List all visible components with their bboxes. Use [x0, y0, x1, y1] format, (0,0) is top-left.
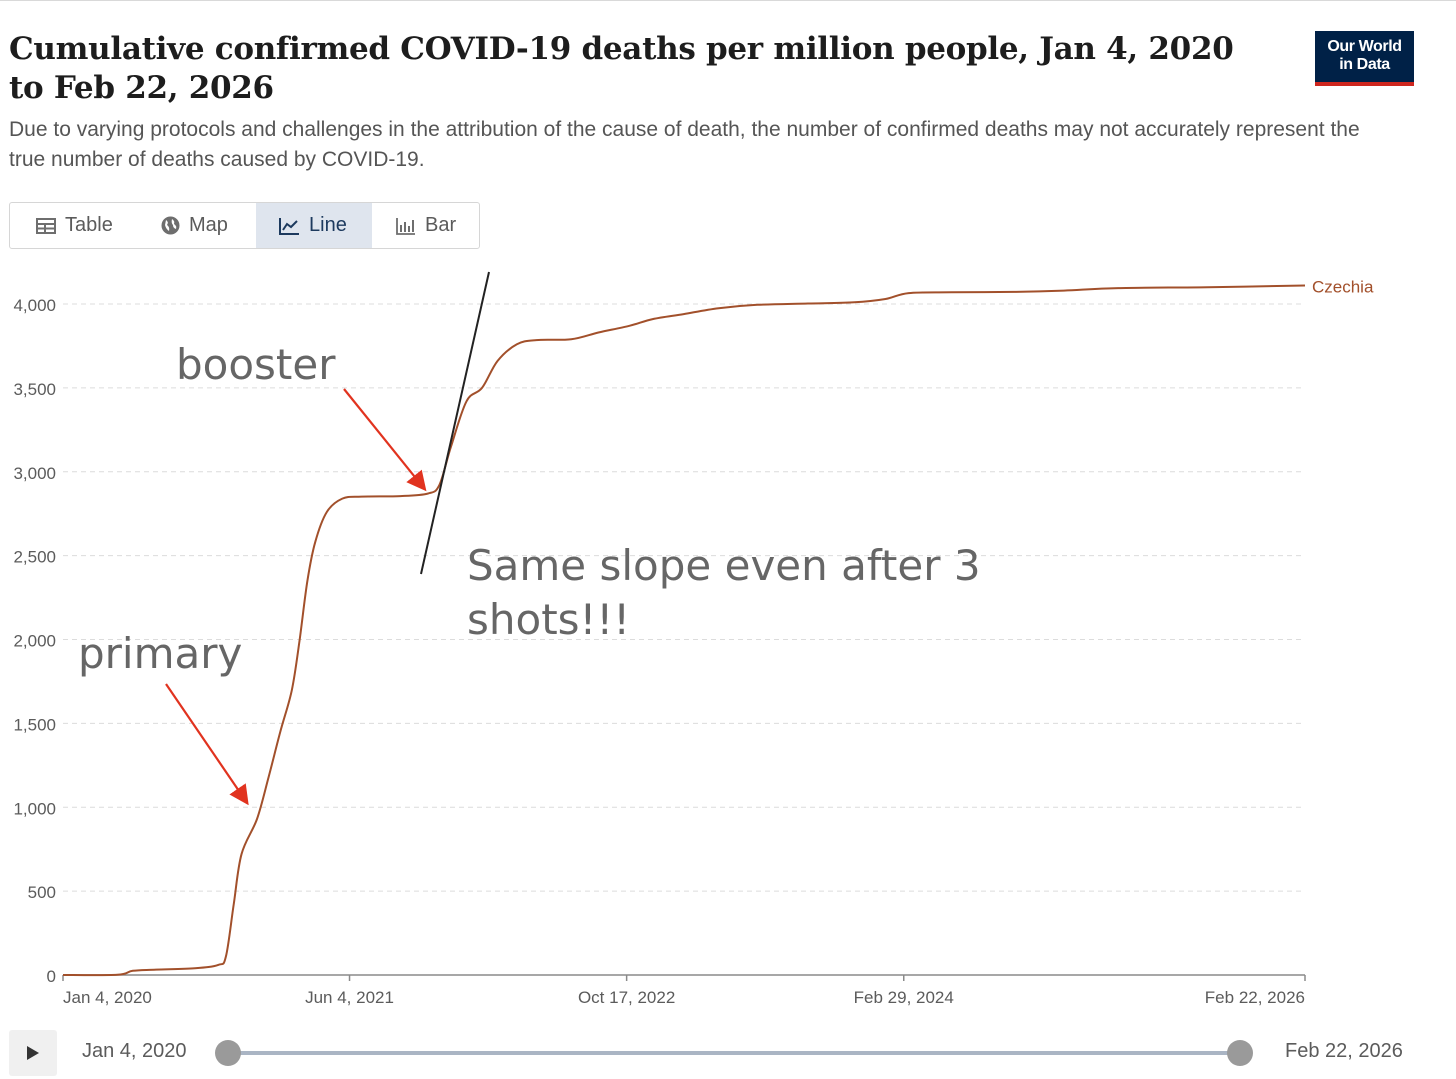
series-label-czechia: Czechia	[1312, 278, 1374, 297]
tab-bar-label: Bar	[425, 214, 457, 236]
annotation-primary: primary	[78, 629, 242, 678]
chart-subtitle: Due to varying protocols and challenges …	[9, 118, 1360, 171]
annotation-booster: booster	[176, 340, 336, 389]
timeline-track[interactable]	[228, 1051, 1240, 1055]
bar-chart-icon	[396, 217, 415, 235]
annotation-slope-line-1: Same slope even after 3	[467, 541, 981, 590]
y-tick-label: 0	[47, 967, 56, 986]
y-tick-label: 2,000	[13, 632, 56, 651]
tab-line-label: Line	[309, 214, 347, 236]
tab-line[interactable]: Line	[256, 203, 372, 248]
y-tick-label: 4,000	[13, 296, 56, 315]
tab-map[interactable]: Map	[133, 203, 256, 248]
y-tick-label: 500	[28, 883, 56, 902]
chart-type-tabs: Table Map Line Bar	[9, 202, 480, 249]
tab-table[interactable]: Table	[10, 203, 133, 248]
tab-table-label: Table	[65, 214, 113, 236]
annotations: booster primary Same slope even after 3 sho…	[78, 271, 981, 806]
series-layer: Czechia	[62, 278, 1374, 977]
logo-line-2: in Data	[1339, 56, 1390, 73]
y-tick-label: 2,500	[13, 548, 56, 567]
timeline-end-handle[interactable]	[1227, 1040, 1253, 1066]
slope-line	[420, 271, 490, 575]
line-chart: 05001,0001,5002,0002,5003,0003,5004,000 …	[13, 271, 1374, 1007]
series-line-czechia	[62, 284, 1306, 977]
gridlines	[63, 303, 1305, 892]
x-tick-label: Feb 29, 2024	[854, 988, 954, 1007]
x-axis: Jan 4, 2020 Jun 4, 2021 Oct 17, 2022 Feb 29…	[62, 974, 1306, 1007]
x-tick-label: Oct 17, 2022	[578, 988, 675, 1007]
line-chart-icon	[279, 217, 299, 235]
tab-map-label: Map	[189, 214, 228, 236]
top-border	[0, 0, 1456, 1]
owid-logo[interactable]: Our World in Data	[1315, 31, 1414, 86]
y-tick-label: 3,500	[13, 380, 56, 399]
timeline-start-handle[interactable]	[215, 1040, 241, 1066]
timeline-start-label: Jan 4, 2020	[82, 1040, 187, 1062]
x-tick-label: Jun 4, 2021	[305, 988, 394, 1007]
globe-icon	[161, 216, 180, 235]
play-button[interactable]	[9, 1030, 57, 1076]
logo-line-1: Our World	[1327, 38, 1402, 55]
y-tick-label: 1,500	[13, 715, 56, 734]
x-tick-label: Jan 4, 2020	[63, 988, 152, 1007]
y-tick-label: 3,000	[13, 464, 56, 483]
chart-title: Cumulative confirmed COVID-19 deaths per…	[9, 31, 1234, 106]
timeline-end-label: Feb 22, 2026	[1285, 1040, 1403, 1062]
annotation-slope-line-2: shots!!!	[467, 595, 630, 644]
y-tick-label: 1,000	[13, 799, 56, 818]
y-axis: 0 500 1,000 1,500 2,000 2,500 3,000 3,500 4,000	[13, 296, 56, 986]
booster-arrow	[343, 388, 427, 492]
table-icon	[36, 217, 56, 234]
tab-bar[interactable]: Bar	[372, 203, 478, 248]
play-icon	[27, 1046, 39, 1060]
x-tick-label: Feb 22, 2026	[1205, 988, 1305, 1007]
primary-arrow	[165, 683, 249, 806]
